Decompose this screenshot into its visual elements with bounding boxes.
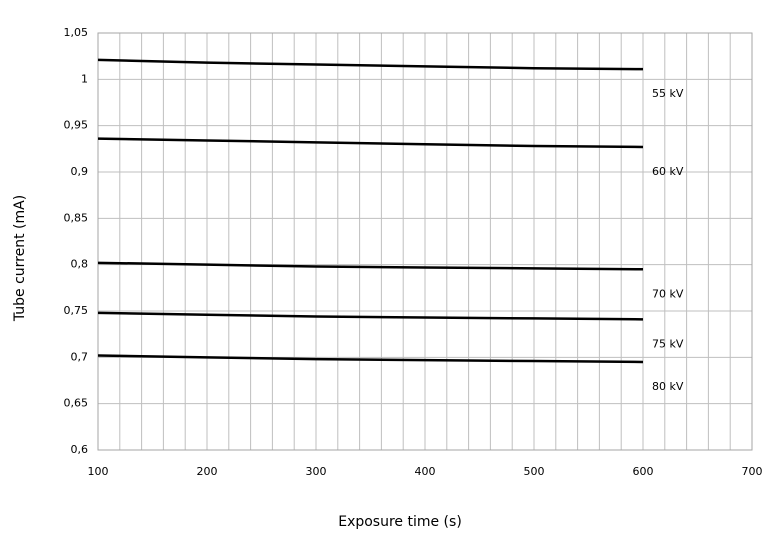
y-tick-label: 0,65 <box>64 397 89 410</box>
x-tick-label: 300 <box>306 465 327 478</box>
x-tick-label: 500 <box>524 465 545 478</box>
y-tick-label: 0,75 <box>64 304 89 317</box>
x-axis-title: Exposure time (s) <box>338 514 462 530</box>
series-label: 60 kV <box>652 165 684 178</box>
y-axis-title: Tube current (mA) <box>12 195 28 322</box>
y-tick-label: 0,85 <box>64 211 89 224</box>
y-tick-label: 1,05 <box>64 26 89 39</box>
y-tick-label: 0,95 <box>64 119 89 132</box>
x-tick-label: 400 <box>415 465 436 478</box>
series-label: 55 kV <box>652 87 684 100</box>
y-tick-label: 0,8 <box>71 258 89 271</box>
x-tick-label: 600 <box>633 465 654 478</box>
x-tick-label: 100 <box>88 465 109 478</box>
x-tick-label: 700 <box>742 465 763 478</box>
series-line <box>97 354 644 364</box>
series-line <box>97 311 644 321</box>
plot-border <box>97 32 753 451</box>
series-line <box>97 58 644 71</box>
x-tick-label: 200 <box>197 465 218 478</box>
y-tick-label: 1 <box>81 72 88 85</box>
series-line <box>97 261 644 271</box>
series-label: 70 kV <box>652 287 684 300</box>
y-tick-label: 0,7 <box>71 350 89 363</box>
y-tick-label: 0,9 <box>71 165 89 178</box>
series-label: 80 kV <box>652 380 684 393</box>
series-label: 75 kV <box>652 337 684 350</box>
series-line <box>97 137 644 149</box>
y-tick-label: 0,6 <box>71 443 89 456</box>
